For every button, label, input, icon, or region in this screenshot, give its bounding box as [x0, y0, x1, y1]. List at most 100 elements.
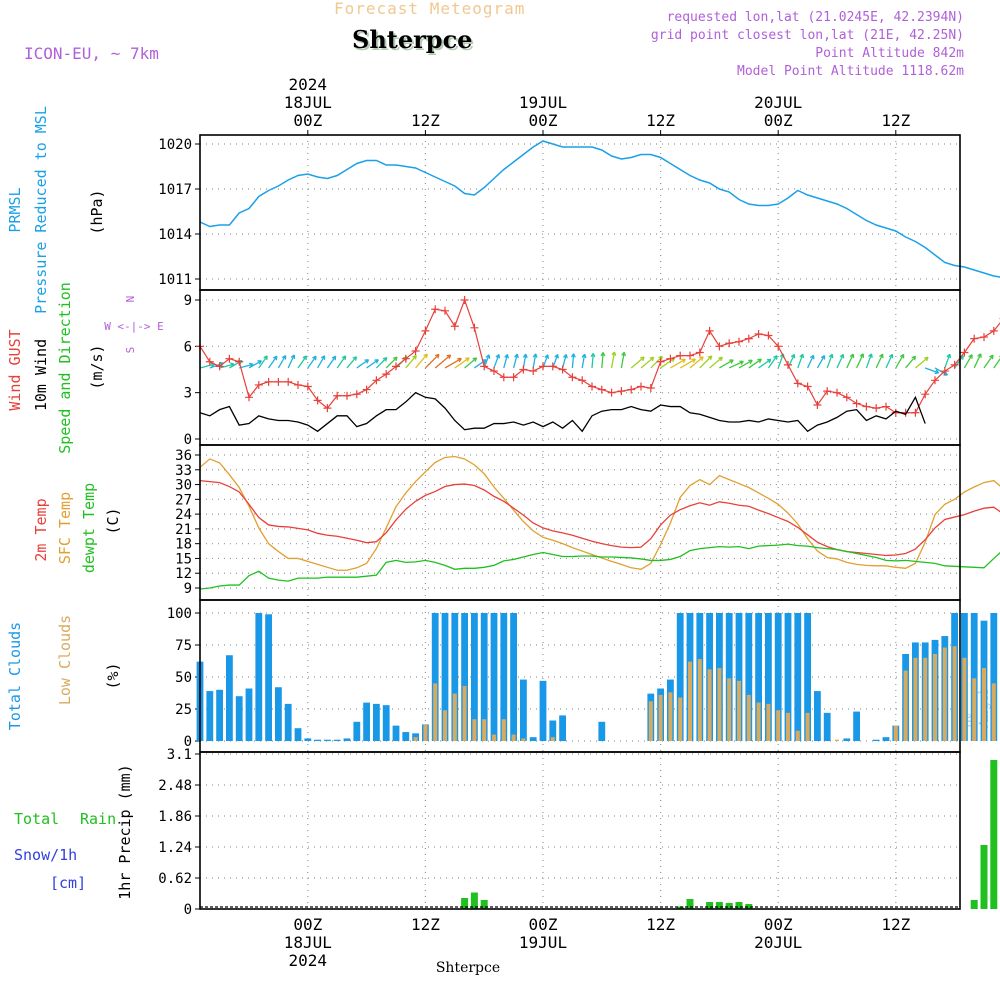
wind-label-speed-dir: Speed and Direction: [56, 282, 74, 454]
temp-label-unit: (C): [104, 507, 122, 534]
low-cloud-bar: [550, 737, 555, 741]
total-cloud-bar: [559, 715, 566, 741]
wind-arrowhead: [446, 354, 451, 357]
cloud-label-unit: (%): [104, 662, 122, 689]
gust-point: [519, 365, 528, 374]
total-cloud-bar: [324, 739, 331, 741]
bottom-time-label: 00Z: [764, 915, 793, 934]
wind-arrow: [434, 354, 451, 369]
low-cloud-bar: [707, 669, 712, 741]
gust-point: [431, 305, 440, 314]
low-cloud-bar: [521, 738, 526, 741]
y-tick-label: 50: [175, 670, 192, 686]
wind-arrowhead: [820, 354, 825, 359]
wind-arrowhead: [621, 351, 625, 356]
gust-point: [950, 360, 959, 369]
rain-bar: [725, 903, 733, 909]
low-cloud-bar: [903, 670, 908, 741]
wind-arrowhead: [935, 369, 940, 374]
gust-point: [303, 382, 312, 391]
wind-arrowhead: [888, 353, 893, 358]
gust-point: [352, 390, 361, 399]
wind-arrowhead: [989, 354, 994, 358]
gust-point: [392, 362, 400, 371]
wind-arrow: [924, 367, 939, 374]
total-cloud-bar: [235, 696, 243, 741]
gust-point: [480, 362, 489, 371]
wind-arrow: [699, 355, 713, 369]
wind-arrow: [797, 353, 804, 369]
gust-point: [980, 333, 988, 342]
total-cloud-bar: [275, 687, 282, 741]
low-cloud-bar: [982, 668, 986, 741]
total-cloud-bar: [804, 613, 811, 741]
wind-arrow: [895, 354, 905, 369]
total-cloud-bar: [872, 739, 880, 741]
model-label: ICON-EU, ~ 7km: [24, 44, 159, 63]
total-cloud-bar: [206, 691, 214, 741]
wind-arrow: [914, 356, 929, 369]
gust-point: [588, 382, 596, 391]
total-cloud-bar: [853, 711, 860, 741]
total-cloud-bar: [735, 613, 743, 741]
wind-arrowhead: [554, 354, 559, 358]
total-cloud-bar: [304, 738, 312, 741]
top-time-label: 00Z: [293, 111, 322, 130]
bottom-time-label: 20JUL: [754, 933, 802, 952]
wind-arrow: [944, 353, 951, 369]
panel-frame: [199, 134, 961, 291]
wind-arrowhead: [868, 353, 872, 358]
y-tick-label: 12: [175, 566, 192, 582]
gust-point: [970, 334, 979, 343]
gust-point: [813, 401, 822, 410]
total-cloud-bar: [255, 613, 263, 741]
top-time-label: 12Z: [881, 111, 910, 130]
rain-bar: [470, 892, 478, 909]
bottom-time-label: 19JUL: [519, 933, 567, 952]
temp-label-dewpt: dewpt Temp: [80, 483, 98, 573]
total-cloud-bar: [461, 613, 468, 741]
wind-arrowhead: [434, 353, 440, 357]
y-tick-label: 1.86: [158, 809, 192, 825]
wind-arrowhead: [911, 355, 916, 359]
wind-arrowhead: [658, 355, 663, 359]
total-cloud-bar: [539, 680, 547, 741]
top-time-label: 2024: [289, 75, 328, 94]
total-cloud-bar: [490, 613, 498, 741]
y-tick-label: 30: [175, 478, 192, 494]
low-cloud-bar: [805, 712, 810, 741]
top-time-label: 18JUL: [284, 93, 332, 112]
wind-arrowhead: [412, 354, 417, 358]
gust-point: [735, 337, 743, 346]
gust-point: [382, 370, 391, 379]
total-cloud-bar: [745, 613, 753, 741]
temp-label-2m: 2m Temp: [32, 498, 50, 561]
gust-point: [421, 326, 430, 335]
y-tick-label: 1014: [158, 227, 192, 243]
wind-arrowhead: [581, 353, 586, 358]
total-cloud-bar: [520, 679, 527, 741]
wind-arrow: [444, 357, 462, 369]
gust-point: [333, 391, 342, 400]
wind-arrowhead: [331, 355, 336, 359]
y-tick-label: 2.48: [158, 778, 192, 794]
panel-frame: [199, 751, 961, 910]
wind-arrowhead: [849, 353, 854, 358]
station-title: Shterpce: [352, 25, 473, 54]
total-cloud-bar: [755, 613, 762, 741]
pressure-label-desc: Pressure Reduced to MSL: [32, 106, 50, 314]
wind-arrowhead: [790, 353, 795, 358]
bottom-time-label: 2024: [289, 951, 328, 970]
gust-point: [441, 306, 449, 315]
total-cloud-bar: [843, 738, 851, 741]
wind-arrow: [287, 354, 295, 369]
total-cloud-bar: [402, 732, 410, 741]
gust-point: [901, 408, 910, 417]
y-tick-label: 33: [175, 463, 192, 479]
total-cloud-bar: [814, 691, 821, 741]
y-tick-label: 15: [175, 551, 192, 567]
wind-arrow: [905, 355, 916, 369]
wind-arrow: [464, 357, 477, 369]
panel-frame: [199, 289, 961, 446]
